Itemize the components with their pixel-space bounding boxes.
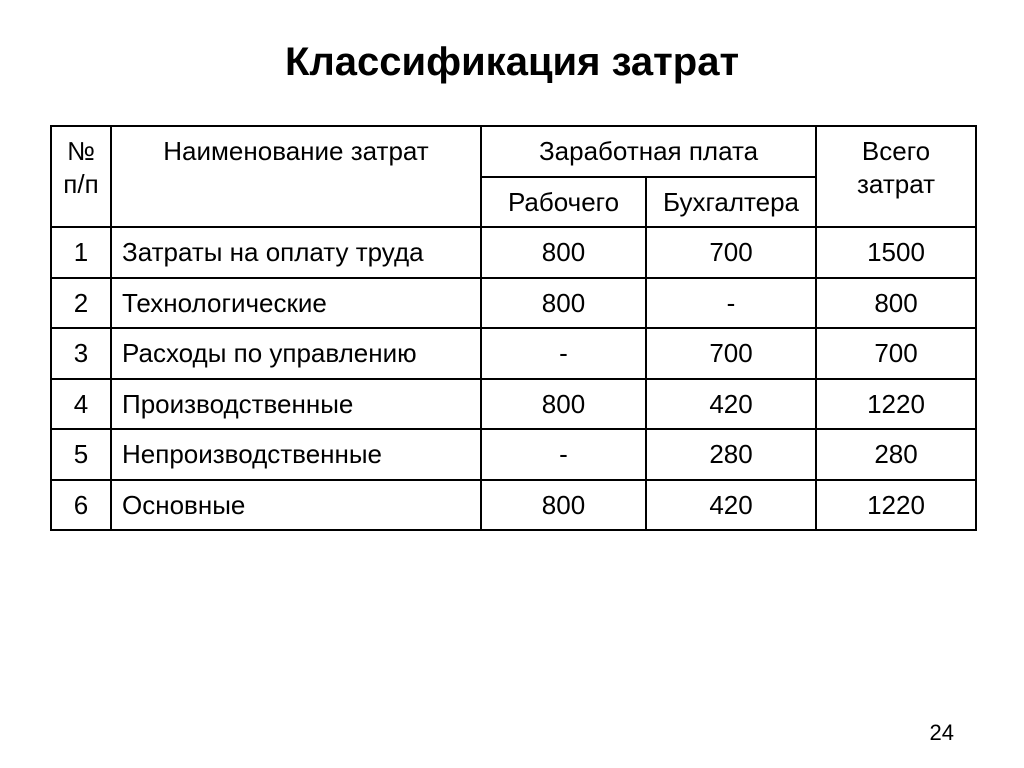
table-row: 5 Непроизводственные - 280 280 xyxy=(51,429,976,480)
cell-num: 6 xyxy=(51,480,111,531)
table-header: № п/п Наименование затрат Заработная пла… xyxy=(51,126,976,227)
cell-total: 700 xyxy=(816,328,976,379)
header-num-line2: п/п xyxy=(63,169,98,199)
table-row: 6 Основные 800 420 1220 xyxy=(51,480,976,531)
cell-worker: - xyxy=(481,429,646,480)
header-worker: Рабочего xyxy=(481,177,646,228)
cell-total: 1220 xyxy=(816,379,976,430)
header-num-line1: № xyxy=(67,136,95,166)
table-row: 1 Затраты на оплату труда 800 700 1500 xyxy=(51,227,976,278)
cell-name: Непроизводственные xyxy=(111,429,481,480)
cell-total: 1220 xyxy=(816,480,976,531)
cell-total: 1500 xyxy=(816,227,976,278)
cell-accountant: - xyxy=(646,278,816,329)
cell-worker: 800 xyxy=(481,480,646,531)
header-num: № п/п xyxy=(51,126,111,227)
page-number: 24 xyxy=(930,720,954,746)
cell-num: 5 xyxy=(51,429,111,480)
cell-name: Производственные xyxy=(111,379,481,430)
header-name: Наименование затрат xyxy=(111,126,481,227)
table-body: 1 Затраты на оплату труда 800 700 1500 2… xyxy=(51,227,976,530)
cell-num: 1 xyxy=(51,227,111,278)
cell-name: Расходы по управлению xyxy=(111,328,481,379)
header-total: Всего затрат xyxy=(816,126,976,227)
costs-table: № п/п Наименование затрат Заработная пла… xyxy=(50,125,977,531)
cell-name: Технологические xyxy=(111,278,481,329)
cell-name: Основные xyxy=(111,480,481,531)
cell-name: Затраты на оплату труда xyxy=(111,227,481,278)
cell-accountant: 420 xyxy=(646,379,816,430)
header-total-line2: затрат xyxy=(857,169,935,199)
cell-accountant: 700 xyxy=(646,328,816,379)
cell-total: 800 xyxy=(816,278,976,329)
table-row: 4 Производственные 800 420 1220 xyxy=(51,379,976,430)
header-salary: Заработная плата xyxy=(481,126,816,177)
header-total-line1: Всего xyxy=(862,136,930,166)
cell-num: 2 xyxy=(51,278,111,329)
cell-accountant: 280 xyxy=(646,429,816,480)
header-accountant: Бухгалтера xyxy=(646,177,816,228)
cell-worker: 800 xyxy=(481,278,646,329)
cell-total: 280 xyxy=(816,429,976,480)
cell-num: 4 xyxy=(51,379,111,430)
cell-accountant: 700 xyxy=(646,227,816,278)
cell-accountant: 420 xyxy=(646,480,816,531)
cell-worker: 800 xyxy=(481,227,646,278)
cell-worker: 800 xyxy=(481,379,646,430)
page-title: Классификация затрат xyxy=(50,40,974,85)
table-row: 3 Расходы по управлению - 700 700 xyxy=(51,328,976,379)
cell-worker: - xyxy=(481,328,646,379)
cell-num: 3 xyxy=(51,328,111,379)
table-row: 2 Технологические 800 - 800 xyxy=(51,278,976,329)
